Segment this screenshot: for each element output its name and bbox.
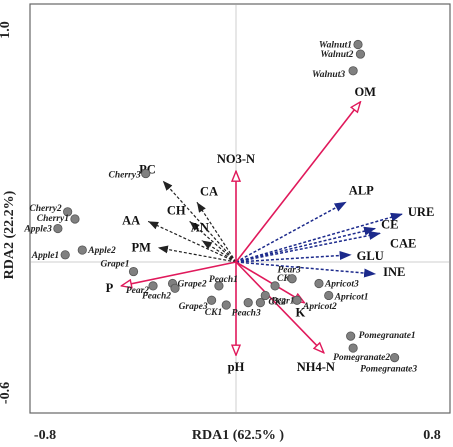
y-tick-bottom: -0.6 [0,382,13,404]
sample-label-apple3: Apple3 [23,225,52,235]
sample-label-walnut1: Walnut1 [319,41,352,51]
y-tick-top: 1.0 [0,21,13,39]
sample-point-grape1 [128,266,139,277]
sample-point-cherry3 [141,168,151,179]
minor-vector-arrow-pc [162,180,237,263]
sample-label-peach1: Peach1 [209,275,238,285]
env-vector-arrow-p [121,261,237,286]
sample-point-peach1 [214,281,224,291]
response-vector-arrow-ine [235,261,377,278]
sample-label-pear2: Pear2 [126,286,149,296]
response-vector-label-alp: ALP [349,183,374,197]
env-vector-label-om: OM [354,85,376,99]
sample-point-apple3 [53,223,63,234]
y-axis-title: RDA2 (22.2%) [2,190,17,279]
sample-label-apple1: Apple1 [31,251,59,261]
sample-point-apricot3 [314,278,324,289]
response-vector-label-ure: URE [408,205,434,219]
sample-point-grape3 [207,295,217,305]
sample-label-pomegranate2: Pomegranate2 [333,353,390,363]
minor-vector-arrow-pm [157,245,237,263]
sample-point-apricot2 [292,295,302,305]
minor-vector-label-ca: CA [200,184,218,198]
response-vector-label-ine: INE [383,265,405,279]
response-vector-arrow-glu [235,251,352,263]
sample-point-cherry2 [63,207,73,217]
plot-frame [29,3,451,414]
minor-vector-group: PCCACHAAANPM [122,163,237,263]
response-vector-label-cae: CAE [390,236,416,250]
sample-point-pear3 [287,274,297,284]
sample-label-pomegranate3: Pomegranate3 [360,365,417,375]
sample-point-apple1 [60,250,70,260]
sample-point-pear1 [260,290,270,301]
sample-point-pomegranate3 [389,352,400,363]
x-tick-right: 0.8 [423,428,441,443]
env-vector-arrow-nh4-n [235,261,324,353]
sample-label-apricot3: Apricot3 [324,280,359,290]
sample-point-ck2 [255,298,265,308]
sample-label-grape2: Grape2 [178,280,207,290]
env-vector-label-nh4-n: NH4-N [297,360,335,374]
sample-point-walnut1 [353,39,363,50]
sample-label-peach2: Peach2 [142,291,171,301]
sample-point-apple2 [77,245,87,255]
environmental-vector-group: OM NO3-N PpH NH4-N K [106,85,376,374]
x-tick-left: -0.8 [34,428,56,443]
sample-point-walnut3 [348,66,358,76]
sample-label-walnut3: Walnut3 [312,70,345,80]
sample-label-grape3: Grape3 [179,302,208,312]
minor-vector-arrow-an [201,239,237,263]
minor-vector-arrow-ca [196,201,237,263]
sample-point-group: Walnut1Walnut2Walnut3Cherry2Cherry1Apple… [23,39,417,375]
sample-label-walnut2: Walnut2 [320,50,353,60]
minor-vector-label-an: AN [191,220,209,234]
sample-point-peach3 [243,298,253,308]
sample-label-ck3: CK3 [277,274,295,284]
response-vector-arrow-cae [235,231,381,263]
sample-label-pomegranate1: Pomegranate1 [359,331,416,341]
sample-label-peach3: Peach3 [232,309,261,319]
sample-point-pomegranate1 [346,331,356,341]
sample-label-pear3: Pear3 [278,266,301,276]
response-vector-arrow-ure [235,212,403,263]
response-vector-group: ALP URE CE CAE GLU INE [235,183,434,279]
sample-label-pear1: Pear1 [271,296,294,306]
sample-label-apple2: Apple2 [87,246,116,256]
env-vector-label-ph: pH [228,360,245,374]
response-vector-arrow-ce [235,226,377,263]
sample-label-apricot1: Apricot1 [334,292,369,302]
env-vector-label-no3-n: NO3-N [217,152,255,166]
minor-vector-arrow-aa [147,220,237,263]
sample-label-ck1: CK1 [205,308,222,318]
response-vector-arrow-alp [235,201,347,263]
sample-label-ck2: CK2 [268,298,286,308]
sample-point-ck3 [270,281,280,291]
sample-label-cherry2: Cherry2 [29,204,61,214]
sample-label-apricot2: Apricot2 [302,302,337,312]
sample-point-pear2 [148,281,158,291]
env-vector-label-p: P [106,281,114,295]
minor-vector-label-pm: PM [131,241,151,255]
sample-point-walnut2 [355,49,366,59]
sample-label-cherry3: Cherry3 [109,171,141,181]
sample-label-cherry1: Cherry1 [37,214,69,224]
sample-point-pomegranate2 [348,343,358,353]
minor-vector-label-aa: AA [122,213,140,227]
response-vector-label-glu: GLU [357,249,384,263]
x-axis-title: RDA1 (62.5% ) [192,428,284,443]
minor-vector-label-ch: CH [167,203,186,217]
sample-label-grape1: Grape1 [100,260,129,270]
response-vector-label-ce: CE [381,218,398,232]
env-vector-arrow-om [235,102,360,263]
sample-point-apricot1 [324,290,334,301]
env-vector-label-k: K [295,306,305,320]
sample-point-cherry1 [70,214,80,224]
sample-point-peach2 [170,283,180,293]
env-vector-arrow-k [235,261,304,303]
minor-vector-arrow-ch [189,220,237,263]
sample-point-ck1 [221,300,231,310]
